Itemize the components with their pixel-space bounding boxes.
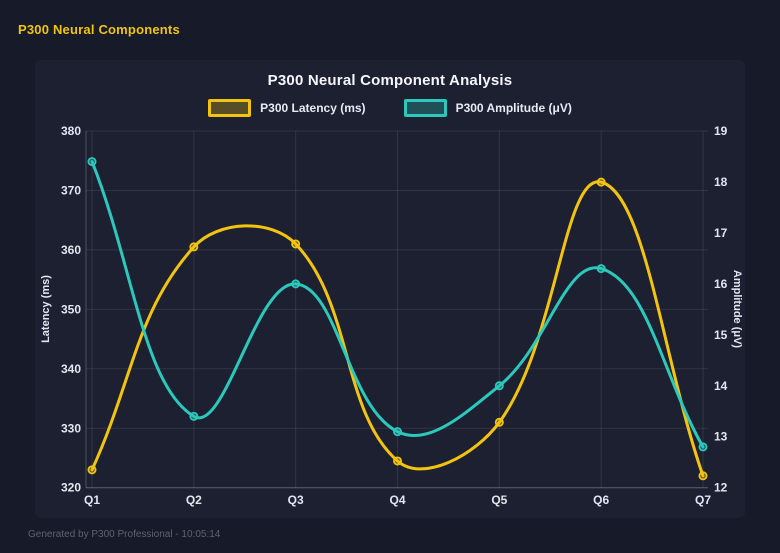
legend-swatch-latency-icon (208, 99, 252, 117)
legend-item-amplitude[interactable]: P300 Amplitude (μV) (403, 99, 572, 117)
svg-text:12: 12 (714, 481, 728, 495)
chart-card: P300 Neural Component Analysis P300 Late… (35, 60, 745, 518)
legend-label-amplitude: P300 Amplitude (μV) (455, 101, 572, 115)
svg-text:340: 340 (61, 362, 81, 376)
svg-text:Amplitude (μV): Amplitude (μV) (731, 270, 743, 349)
svg-text:14: 14 (714, 379, 728, 393)
svg-text:Q5: Q5 (491, 493, 507, 507)
svg-text:370: 370 (61, 183, 81, 197)
svg-text:Q4: Q4 (389, 493, 405, 507)
svg-text:380: 380 (61, 124, 81, 138)
svg-text:15: 15 (714, 328, 728, 342)
svg-text:350: 350 (61, 302, 81, 316)
line-chart-plot-area: 320 330 340 350 360 370 380 12 13 14 15 16 17 18 19 Q1 Q… (40, 124, 743, 507)
svg-text:330: 330 (61, 421, 81, 435)
svg-text:Q1: Q1 (84, 493, 100, 507)
svg-text:13: 13 (714, 430, 728, 444)
legend-item-latency[interactable]: P300 Latency (ms) (208, 99, 366, 117)
svg-text:Latency (ms): Latency (ms) (40, 275, 52, 343)
svg-text:Q6: Q6 (593, 493, 609, 507)
chart-title: P300 Neural Component Analysis (267, 72, 513, 89)
chart-legend: P300 Latency (ms) P300 Amplitude (μV) (35, 99, 745, 117)
svg-text:Q7: Q7 (695, 493, 711, 507)
legend-label-latency: P300 Latency (ms) (260, 101, 366, 115)
svg-text:360: 360 (61, 243, 81, 257)
svg-text:320: 320 (61, 481, 81, 495)
svg-text:16: 16 (714, 277, 728, 291)
footer-note: Generated by P300 Professional - 10:05:1… (28, 529, 221, 540)
svg-text:Q2: Q2 (186, 493, 202, 507)
svg-text:19: 19 (714, 124, 728, 138)
page-title: P300 Neural Components (18, 22, 180, 37)
svg-text:18: 18 (714, 175, 728, 189)
svg-text:Q3: Q3 (288, 493, 304, 507)
legend-swatch-amplitude-icon (403, 99, 447, 117)
svg-text:17: 17 (714, 226, 728, 240)
